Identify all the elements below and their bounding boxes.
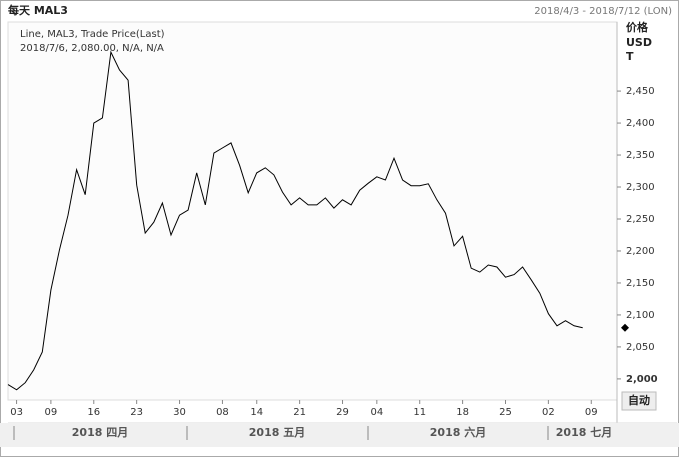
x-tick-label: 21 bbox=[293, 407, 306, 418]
axis-header: USD bbox=[626, 36, 652, 49]
y-tick-label: 2,300 bbox=[626, 182, 655, 193]
month-label: 2018 四月 bbox=[72, 426, 128, 439]
month-label: 2018 七月 bbox=[556, 425, 612, 439]
y-tick-label: 2,250 bbox=[626, 214, 655, 225]
chart-title: 每天 MAL3 bbox=[8, 3, 68, 17]
x-tick-label: 29 bbox=[336, 407, 349, 418]
y-tick-label: 2,200 bbox=[626, 246, 655, 257]
x-tick-label: 18 bbox=[456, 407, 469, 418]
price-line bbox=[7, 50, 583, 391]
month-label: 2018 六月 bbox=[430, 425, 486, 439]
y-tick-label: 2,400 bbox=[626, 118, 655, 129]
x-tick-label: 08 bbox=[216, 407, 229, 418]
legend-title: Line, MAL3, Trade Price(Last) bbox=[20, 29, 165, 40]
axis-header: 价格 bbox=[626, 20, 649, 34]
x-tick-label: 04 bbox=[370, 407, 383, 418]
axis-header: T bbox=[626, 50, 634, 63]
y-tick-label: 2,100 bbox=[626, 310, 655, 321]
x-tick-label: 11 bbox=[413, 407, 426, 418]
y-tick-label: 2,150 bbox=[626, 278, 655, 289]
y-tick-label: 2,000 bbox=[626, 374, 658, 385]
x-tick-label: 09 bbox=[45, 407, 58, 418]
y-tick-label: 2,350 bbox=[626, 150, 655, 161]
x-tick-label: 25 bbox=[499, 407, 512, 418]
month-band bbox=[0, 423, 679, 447]
date-range: 2018/4/3 - 2018/7/12 (LON) bbox=[534, 6, 672, 17]
x-tick-label: 03 bbox=[10, 407, 23, 418]
auto-button-label[interactable]: 自动 bbox=[628, 393, 650, 407]
plot-area bbox=[7, 21, 618, 401]
x-tick-label: 02 bbox=[542, 407, 555, 418]
last-price-marker bbox=[621, 323, 629, 332]
x-tick-label: 09 bbox=[585, 407, 598, 418]
x-tick-label: 14 bbox=[250, 407, 263, 418]
y-tick-label: 2,450 bbox=[626, 86, 655, 97]
x-tick-label: 23 bbox=[130, 407, 143, 418]
auto-button[interactable] bbox=[621, 391, 657, 411]
legend-detail: 2018/7/6, 2,080.00, N/A, N/A bbox=[20, 43, 164, 54]
y-tick-label: 2,050 bbox=[626, 342, 655, 353]
x-tick-label: 16 bbox=[87, 407, 100, 418]
x-tick-label: 30 bbox=[173, 407, 186, 418]
month-label: 2018 五月 bbox=[249, 426, 305, 439]
